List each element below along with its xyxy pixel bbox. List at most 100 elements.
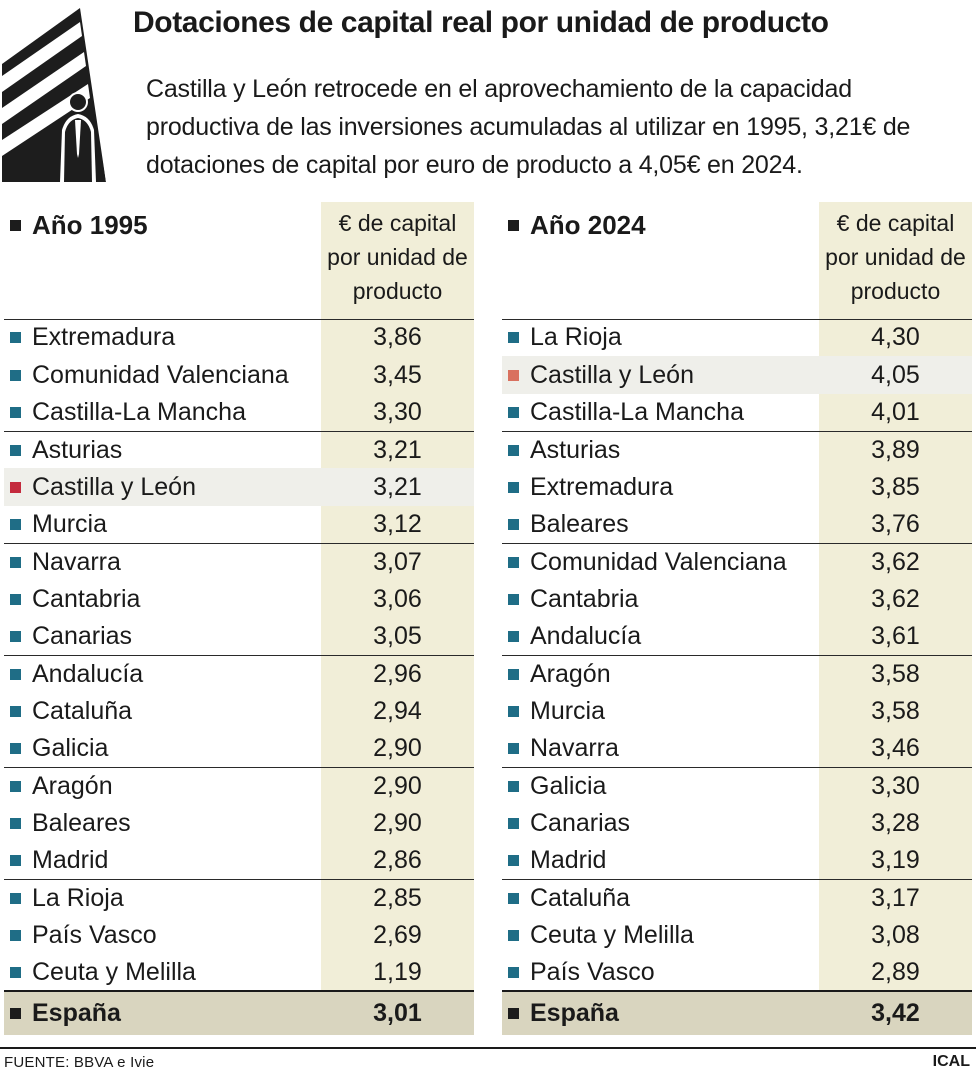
table-row: La Rioja 2,85 <box>4 879 474 916</box>
value-column-background <box>819 202 972 1035</box>
footer-divider <box>0 1047 976 1049</box>
square-bullet-icon <box>508 518 519 530</box>
square-bullet-icon <box>508 854 519 866</box>
square-bullet-icon <box>10 556 21 568</box>
region-name: Comunidad Valenciana <box>530 547 787 576</box>
table-row: Comunidad Valenciana 3,45 <box>4 356 474 393</box>
total-row: España 3,01 <box>4 990 474 1035</box>
table-row: Castilla y León 4,05 <box>502 356 972 394</box>
region-value: 3,17 <box>871 883 920 912</box>
region-value: 3,19 <box>871 845 920 874</box>
square-bullet-icon <box>10 220 21 231</box>
square-bullet-icon <box>10 668 21 680</box>
region-name: La Rioja <box>32 883 124 912</box>
region-value: 3,86 <box>373 323 422 352</box>
region-name: Baleares <box>530 509 629 538</box>
region-name: Aragón <box>530 659 611 688</box>
square-bullet-icon <box>10 1008 21 1019</box>
square-bullet-icon <box>10 967 21 979</box>
square-bullet-icon <box>10 705 21 717</box>
square-bullet-icon <box>10 332 21 344</box>
region-value: 3,62 <box>871 547 920 576</box>
square-bullet-icon <box>508 444 519 456</box>
region-name: Extremadura <box>32 323 176 352</box>
region-value: 3,76 <box>871 509 920 538</box>
region-value: 3,05 <box>373 621 422 650</box>
square-bullet-icon <box>508 406 519 418</box>
region-value: 3,45 <box>373 360 422 389</box>
region-name: Canarias <box>530 808 631 837</box>
table-row: Galicia 2,90 <box>4 730 474 767</box>
square-bullet-icon <box>508 556 519 568</box>
region-name: Extremadura <box>530 472 674 501</box>
region-name: Aragón <box>32 771 113 800</box>
region-name: Asturias <box>32 435 123 464</box>
table-row: Madrid 2,86 <box>4 842 474 879</box>
square-bullet-icon <box>508 332 519 344</box>
region-name: Cantabria <box>32 584 141 613</box>
region-value: 2,96 <box>373 659 422 688</box>
building-businessman-logo <box>2 4 122 182</box>
region-value: 2,94 <box>373 696 422 725</box>
square-bullet-icon <box>508 705 519 717</box>
region-name: Castilla y León <box>530 360 694 389</box>
table-row: Ceuta y Melilla 3,08 <box>502 917 972 954</box>
table-title: Año 1995 <box>10 210 148 241</box>
region-name: Asturias <box>530 435 621 464</box>
total-label: España <box>530 999 619 1027</box>
table-row: País Vasco 2,89 <box>502 954 972 991</box>
total-value: 3,01 <box>373 999 422 1027</box>
table-row: Extremadura 3,86 <box>4 319 474 356</box>
region-value: 3,58 <box>871 659 920 688</box>
chart-title: Dotaciones de capital real por unidad de… <box>133 6 829 39</box>
table-row: Murcia 3,58 <box>502 692 972 729</box>
highlight-band <box>502 356 972 394</box>
table-row: Castilla y León 3,21 <box>4 468 474 506</box>
table-row: Canarias 3,28 <box>502 804 972 841</box>
region-name: Ceuta y Melilla <box>32 958 196 987</box>
square-bullet-icon <box>508 929 519 941</box>
square-bullet-icon <box>10 854 21 866</box>
table-row: Navarra 3,07 <box>4 543 474 580</box>
region-name: Murcia <box>530 696 606 725</box>
region-value: 2,90 <box>373 771 422 800</box>
region-value: 3,62 <box>871 584 920 613</box>
table-title: Año 2024 <box>508 210 646 241</box>
square-bullet-icon <box>508 817 519 829</box>
region-name: Cantabria <box>530 584 639 613</box>
region-name: Cataluña <box>530 883 631 912</box>
table-row: Castilla-La Mancha 3,30 <box>4 394 474 431</box>
region-value: 3,08 <box>871 920 920 949</box>
table-row: La Rioja 4,30 <box>502 319 972 356</box>
region-value: 3,85 <box>871 472 920 501</box>
square-bullet-icon <box>508 481 519 493</box>
table-row: Asturias 3,21 <box>4 431 474 468</box>
rows-top-divider <box>4 319 474 320</box>
square-bullet-icon <box>10 780 21 792</box>
region-name: Navarra <box>530 733 619 762</box>
table-row: Cantabria 3,62 <box>502 580 972 617</box>
table-row: Cataluña 2,94 <box>4 692 474 729</box>
table-rows: Extremadura 3,86 Comunidad Valenciana 3,45 C… <box>4 319 474 991</box>
region-value: 3,06 <box>373 584 422 613</box>
region-value: 3,21 <box>373 435 422 464</box>
square-bullet-icon <box>10 929 21 941</box>
table-row: Aragón 3,58 <box>502 655 972 692</box>
region-name: Comunidad Valenciana <box>32 360 289 389</box>
chart-subtitle: Castilla y León retrocede en el aprovech… <box>146 75 911 179</box>
square-bullet-icon <box>10 593 21 605</box>
table-row: Canarias 3,05 <box>4 618 474 655</box>
region-value: 2,89 <box>871 958 920 987</box>
region-name: Canarias <box>32 621 133 650</box>
region-value: 4,30 <box>871 323 920 352</box>
table-row: Baleares 3,76 <box>502 506 972 543</box>
region-name: Galicia <box>32 733 109 762</box>
square-bullet-icon <box>508 967 519 979</box>
table-row: Ceuta y Melilla 1,19 <box>4 954 474 991</box>
value-column-background <box>321 202 474 1035</box>
region-name: Andalucía <box>32 659 144 688</box>
square-bullet-icon <box>508 220 519 231</box>
highlight-band <box>4 468 474 506</box>
region-value: 3,21 <box>373 472 422 501</box>
table-row: Cantabria 3,06 <box>4 580 474 617</box>
